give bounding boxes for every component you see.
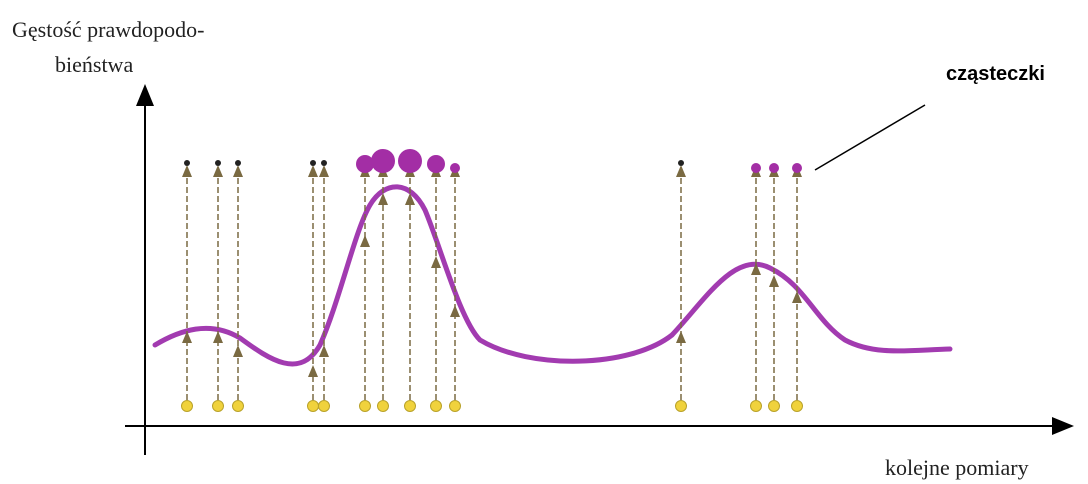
particle-icon xyxy=(356,155,374,173)
particle-icon xyxy=(371,149,395,173)
sample-point-icon xyxy=(232,400,244,412)
sample-point-icon xyxy=(791,400,803,412)
y-axis-label-line1: Gęstość prawdopodo- xyxy=(12,17,204,42)
measurement-columns xyxy=(181,149,803,412)
measurement-column xyxy=(181,160,193,412)
sample-point-icon xyxy=(430,400,442,412)
particle-label-pointer xyxy=(814,104,926,171)
sample-point-icon xyxy=(318,400,330,412)
sample-point-icon xyxy=(212,400,224,412)
particle-icon xyxy=(321,160,327,166)
measurement-column xyxy=(371,149,395,412)
middle-arrow-icon xyxy=(360,235,370,247)
middle-arrow-icon xyxy=(319,345,329,357)
measurement-column xyxy=(427,155,445,412)
measurement-column xyxy=(212,160,224,412)
top-arrow-icon xyxy=(676,165,686,177)
particle-icon xyxy=(398,149,422,173)
particle-icon xyxy=(678,160,684,166)
middle-arrow-icon xyxy=(308,365,318,377)
measurement-column xyxy=(675,160,687,412)
middle-arrow-icon xyxy=(751,263,761,275)
middle-arrow-icon xyxy=(676,331,686,343)
middle-arrow-icon xyxy=(213,331,223,343)
middle-arrow-icon xyxy=(792,291,802,303)
measurement-column xyxy=(449,163,461,412)
sample-point-icon xyxy=(750,400,762,412)
x-axis-arrow-icon xyxy=(1052,417,1074,435)
measurement-column xyxy=(232,160,244,412)
particle-icon xyxy=(751,163,761,173)
particle-icon xyxy=(184,160,190,166)
measurement-column xyxy=(356,155,374,412)
measurement-column xyxy=(307,160,319,412)
middle-arrow-icon xyxy=(233,345,243,357)
sample-point-icon xyxy=(768,400,780,412)
sample-point-icon xyxy=(359,400,371,412)
probability-density-curve xyxy=(152,184,953,367)
middle-arrow-icon xyxy=(431,256,441,268)
y-axis-label-line2: bieństwa xyxy=(55,52,133,77)
top-arrow-icon xyxy=(308,165,318,177)
particle-icon xyxy=(215,160,221,166)
sample-point-icon xyxy=(377,400,389,412)
particle-icon xyxy=(427,155,445,173)
measurement-column xyxy=(318,160,330,412)
middle-arrow-icon xyxy=(405,193,415,205)
top-arrow-icon xyxy=(213,165,223,177)
middle-arrow-icon xyxy=(182,331,192,343)
particle-icon xyxy=(235,160,241,166)
sample-point-icon xyxy=(675,400,687,412)
particles-label: cząsteczki xyxy=(946,63,1045,85)
measurement-column xyxy=(398,149,422,412)
top-arrow-icon xyxy=(319,165,329,177)
x-axis-label: kolejne pomiary xyxy=(885,455,1029,480)
particle-icon xyxy=(310,160,316,166)
middle-arrow-icon xyxy=(378,193,388,205)
particle-icon xyxy=(792,163,802,173)
measurement-column xyxy=(791,163,803,412)
y-axis-arrow-icon xyxy=(136,84,154,106)
middle-arrow-icon xyxy=(450,305,460,317)
sample-point-icon xyxy=(449,400,461,412)
particle-icon xyxy=(450,163,460,173)
sample-point-icon xyxy=(307,400,319,412)
axes xyxy=(125,84,1074,455)
particle-icon xyxy=(769,163,779,173)
sample-point-icon xyxy=(404,400,416,412)
top-arrow-icon xyxy=(233,165,243,177)
middle-arrow-icon xyxy=(769,275,779,287)
sample-point-icon xyxy=(181,400,193,412)
measurement-column xyxy=(750,163,762,412)
top-arrow-icon xyxy=(182,165,192,177)
measurement-column xyxy=(768,163,780,412)
